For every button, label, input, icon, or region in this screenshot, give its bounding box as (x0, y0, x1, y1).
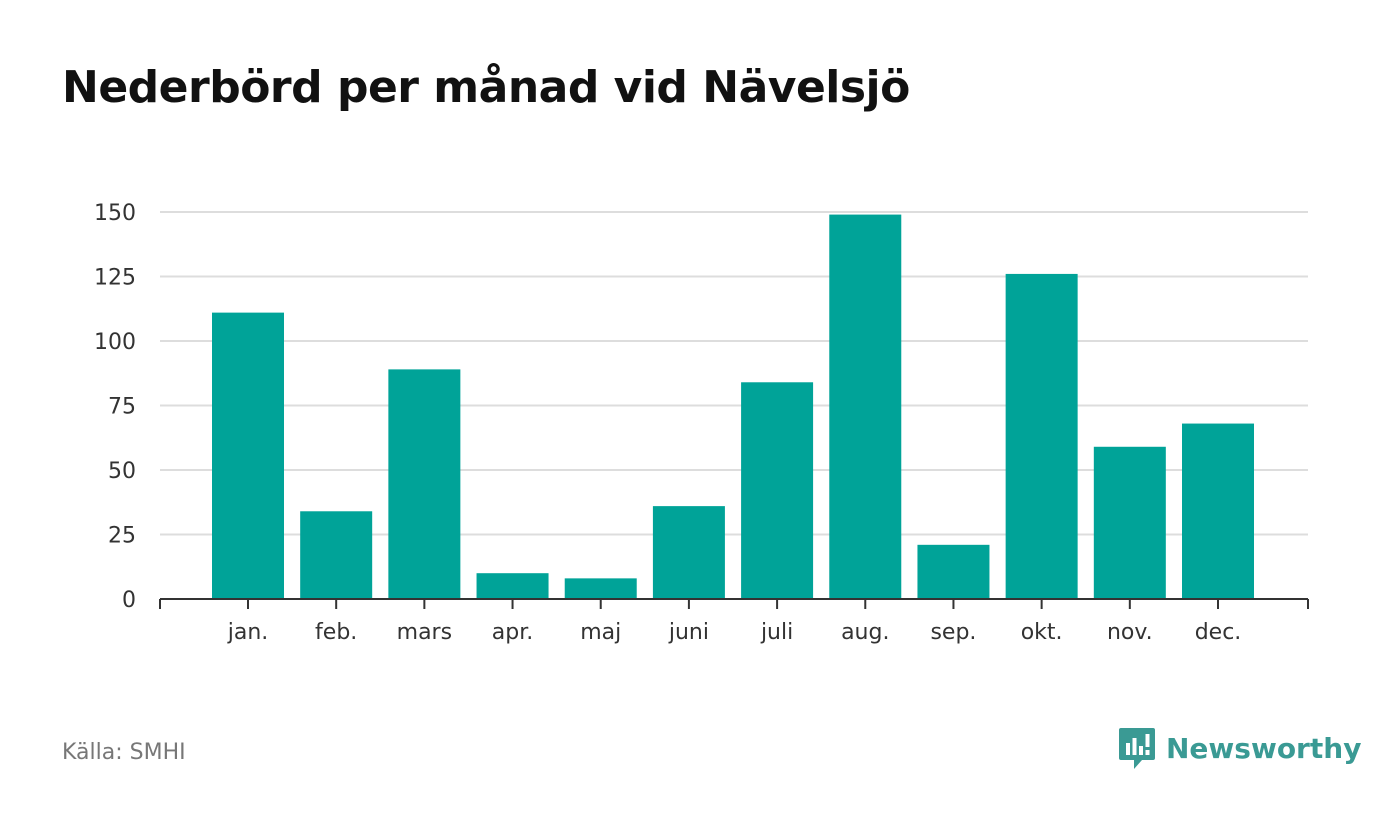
bar-5 (652, 506, 725, 599)
x-tick-label: aug. (841, 620, 889, 645)
chart-title: Nederbörd per månad vid Nävelsjö (62, 62, 910, 113)
y-tick-label: 125 (94, 266, 136, 291)
y-tick-label: 150 (94, 201, 136, 226)
bar-2 (388, 369, 461, 599)
x-tick-label: juli (760, 620, 793, 645)
x-tick-label: sep. (930, 620, 976, 645)
bar-3 (476, 573, 549, 599)
x-axis-ticks: jan. feb. mars apr. maj juni juli aug. sep. okt. n… (227, 620, 1242, 645)
brand-logo: Newsworthy (1118, 726, 1361, 770)
bar-4 (564, 578, 637, 599)
y-tick-label: 25 (108, 524, 136, 549)
bar-9 (1005, 273, 1078, 599)
x-tick-label: dec. (1195, 620, 1242, 645)
x-tick-label: nov. (1107, 620, 1153, 645)
x-tick-label: juni (668, 620, 709, 645)
x-tick-label: okt. (1021, 620, 1063, 645)
bar-6 (741, 382, 814, 599)
bar-10 (1093, 446, 1166, 599)
brand-name: Newsworthy (1166, 731, 1362, 765)
x-tick-label: apr. (492, 620, 533, 645)
bar-8 (917, 544, 990, 599)
y-axis-ticks: 0 25 50 75 100 125 150 (94, 201, 136, 613)
bar-7 (829, 214, 902, 599)
chat-bar-chart-icon (1119, 728, 1155, 769)
y-tick-label: 0 (122, 588, 136, 613)
y-tick-label: 50 (108, 459, 136, 484)
x-tick-label: jan. (227, 620, 269, 645)
bar-1 (300, 511, 373, 599)
x-tick-label: maj (580, 620, 621, 645)
x-axis (159, 598, 1309, 609)
bars (212, 214, 1254, 599)
x-tick-label: feb. (315, 620, 357, 645)
bar-11 (1182, 423, 1254, 599)
y-tick-label: 75 (108, 395, 136, 420)
y-tick-label: 100 (94, 330, 136, 355)
x-tick-label: mars (397, 620, 452, 645)
source-note: Källa: SMHI (62, 740, 186, 765)
bar-0 (212, 312, 284, 599)
